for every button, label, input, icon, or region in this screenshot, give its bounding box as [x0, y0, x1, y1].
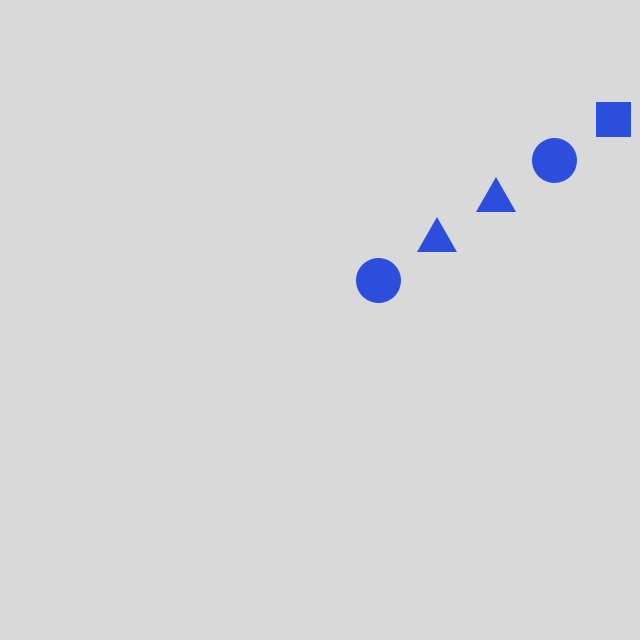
triangle-shape: [417, 217, 457, 252]
circle-shape: [356, 258, 401, 303]
square-shape: [596, 102, 631, 137]
circle-shape: [532, 138, 577, 183]
triangle-shape: [476, 177, 516, 212]
